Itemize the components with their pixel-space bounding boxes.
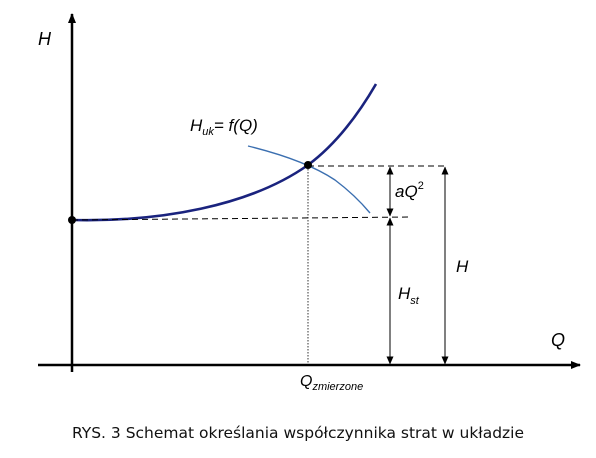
system-curve (71, 83, 378, 222)
pump-characteristic-curve (247, 145, 371, 214)
loss-coefficient-diagram: H Q Huk= f(Q) aQ2 Hst H Qzmierzone (38, 13, 581, 393)
system-curve-label: Huk= f(Q) (190, 116, 258, 138)
h-label: H (456, 257, 469, 276)
measured-flow-label: Qzmierzone (300, 373, 363, 393)
figure-caption: RYS. 3 Schemat określania współczynnika … (71, 424, 525, 442)
y-axis-label: H (38, 29, 52, 49)
static-head-point (68, 216, 76, 224)
hst-label: Hst (398, 284, 420, 307)
x-axis-label: Q (551, 330, 565, 350)
static-head-dashed-line (71, 216, 411, 221)
aq2-label: aQ2 (395, 180, 424, 201)
operating-point (304, 161, 312, 169)
